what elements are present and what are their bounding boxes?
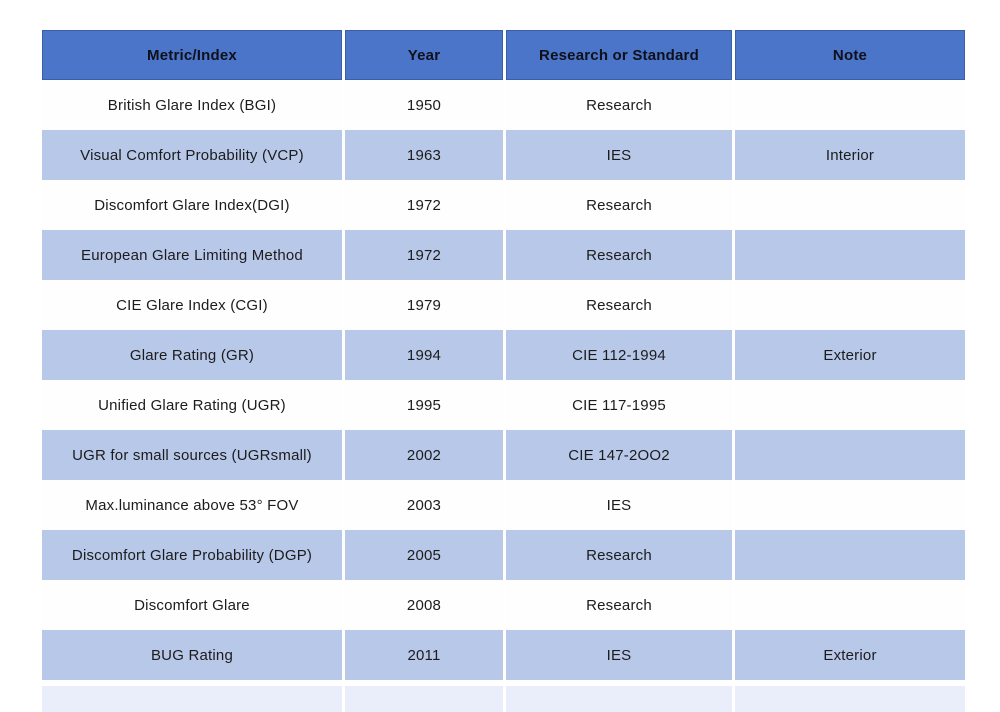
table-cell-metric: Max.luminance above 53° FOV [42,480,342,530]
table-cell-standard: CIE 117-1995 [506,380,732,430]
table-cell-year: 1972 [345,180,503,230]
table-row: CIE Glare Index (CGI) 1979 Research [42,280,965,330]
table-cell-year: 2002 [345,430,503,480]
table-row: European Glare Limiting Method 1972 Resear… [42,230,965,280]
table-cell-note [735,230,965,280]
table-cell-standard: Research [506,280,732,330]
table-cell-metric: CIE Glare Index (CGI) [42,280,342,330]
table-cell-metric: Discomfort Glare Index(DGI) [42,180,342,230]
table-row: Discomfort Glare Probability (DGP) 2005 Re… [42,530,965,580]
table-cell-note [735,480,965,530]
table-cell-year: 1972 [345,230,503,280]
table-row: Max.luminance above 53° FOV 2003 IES [42,480,965,530]
table-cell-note: Exterior [735,630,965,680]
table-row: Discomfort Glare 2008 Research [42,580,965,630]
table-row: Visual Comfort Probability (VCP) 1963 IES I… [42,130,965,180]
table-cell-standard: IES [506,480,732,530]
table-cell-metric: BUG Rating [42,630,342,680]
table-row: Unified Glare Rating (UGR) 1995 CIE 117-19… [42,380,965,430]
table-cell-standard: Research [506,530,732,580]
table-cell-standard: IES [506,630,732,680]
table-cell-standard: IES [506,130,732,180]
table-cell-year: 2005 [345,530,503,580]
table-row: Discomfort Glare Index(DGI) 1972 Research [42,180,965,230]
column-header-note: Note [735,30,965,80]
table-cell-year: 2011 [345,630,503,680]
table-cell-standard: CIE 112-1994 [506,330,732,380]
table-cell-year: 1950 [345,80,503,130]
table-cell-metric: UGR for small sources (UGRsmall) [42,430,342,480]
table-cell-metric [42,686,342,712]
table-cell-metric: Unified Glare Rating (UGR) [42,380,342,430]
table-cell-note [735,430,965,480]
table-cell-standard: CIE 147-2OO2 [506,430,732,480]
table-cell-metric: European Glare Limiting Method [42,230,342,280]
table-cell-standard: Research [506,180,732,230]
column-header-research-or-standard: Research or Standard [506,30,732,80]
column-header-year: Year [345,30,503,80]
table-row-partial [42,686,965,712]
table-cell-note [735,180,965,230]
table-cell-metric: Discomfort Glare [42,580,342,630]
table-cell-note [735,580,965,630]
table-cell-note [735,380,965,430]
table-cell-standard: Research [506,80,732,130]
table-cell-metric: Glare Rating (GR) [42,330,342,380]
table-cell-metric: British Glare Index (BGI) [42,80,342,130]
table-cell-metric: Discomfort Glare Probability (DGP) [42,530,342,580]
table-body: British Glare Index (BGI) 1950 Research Vis… [42,80,965,680]
table-cell-standard: Research [506,580,732,630]
glare-metrics-table: Metric/Index Year Research or Standard N… [42,30,965,712]
table-cell-year: 2003 [345,480,503,530]
table-row: BUG Rating 2011 IES Exterior [42,630,965,680]
table-cell-note [735,686,965,712]
table-cell-note [735,530,965,580]
table-cell-note: Interior [735,130,965,180]
table-header-row: Metric/Index Year Research or Standard N… [42,30,965,80]
table-cell-note [735,80,965,130]
table-cell-note [735,280,965,330]
table-cell-standard: Research [506,230,732,280]
table-cell-year: 1994 [345,330,503,380]
table-row: Glare Rating (GR) 1994 CIE 112-1994 Exterio… [42,330,965,380]
table-cell-year [345,686,503,712]
table-cell-metric: Visual Comfort Probability (VCP) [42,130,342,180]
table-row: British Glare Index (BGI) 1950 Research [42,80,965,130]
table-cell-year: 1995 [345,380,503,430]
table-cell-note: Exterior [735,330,965,380]
table-cell-year: 2008 [345,580,503,630]
column-header-metric-index: Metric/Index [42,30,342,80]
table-row: UGR for small sources (UGRsmall) 2002 CIE … [42,430,965,480]
table-cell-year: 1979 [345,280,503,330]
table-cell-standard [506,686,732,712]
table-cell-year: 1963 [345,130,503,180]
